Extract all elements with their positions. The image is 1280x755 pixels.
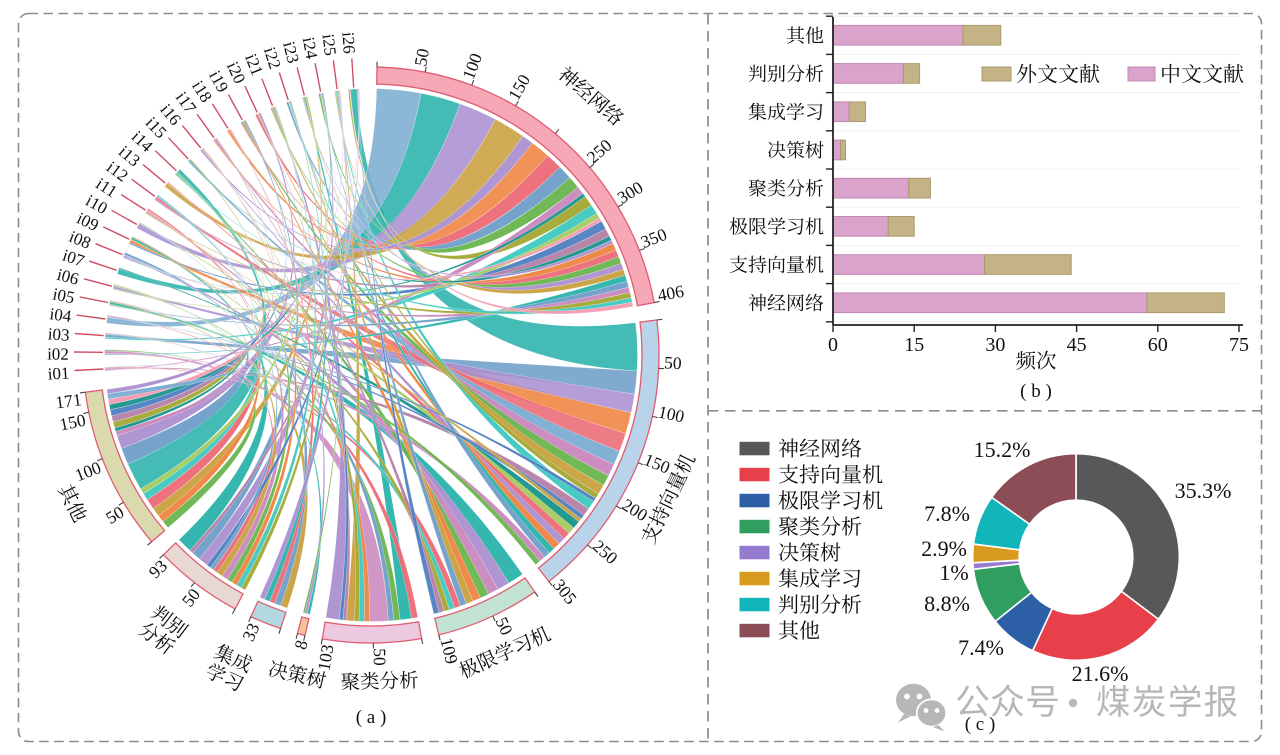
svg-text:i23: i23 <box>279 40 303 66</box>
svg-text:i06: i06 <box>55 265 81 289</box>
svg-text:( a ): ( a ) <box>356 707 387 728</box>
svg-text:i05: i05 <box>51 284 76 307</box>
svg-text:i02: i02 <box>47 344 69 363</box>
svg-text:0: 0 <box>828 334 838 356</box>
svg-text:7.4%: 7.4% <box>958 635 1004 660</box>
svg-text:171: 171 <box>54 389 83 412</box>
svg-text:15.2%: 15.2% <box>974 437 1031 462</box>
svg-text:30: 30 <box>985 334 1005 356</box>
svg-text:i24: i24 <box>299 36 322 61</box>
svg-text:50: 50 <box>664 352 683 373</box>
svg-text:21.6%: 21.6% <box>1072 661 1129 686</box>
svg-text:50: 50 <box>370 648 390 666</box>
svg-text:( c ): ( c ) <box>965 714 996 735</box>
svg-text:i04: i04 <box>48 304 73 326</box>
svg-text:8.8%: 8.8% <box>924 591 970 616</box>
svg-text:i25: i25 <box>318 33 340 57</box>
svg-text:45: 45 <box>1067 334 1087 356</box>
svg-text:15: 15 <box>904 334 924 356</box>
svg-text:406: 406 <box>656 281 686 305</box>
svg-text:i26: i26 <box>338 31 358 54</box>
svg-text:( b ): ( b ) <box>1020 381 1052 402</box>
svg-text:103: 103 <box>313 643 337 672</box>
svg-text:75: 75 <box>1229 334 1249 356</box>
svg-text:i03: i03 <box>47 324 70 345</box>
svg-text:7.8%: 7.8% <box>924 501 970 526</box>
svg-text:50: 50 <box>410 47 433 68</box>
svg-text:60: 60 <box>1148 334 1168 356</box>
svg-text:1%: 1% <box>939 560 968 585</box>
svg-text:2.9%: 2.9% <box>921 536 967 561</box>
svg-text:35.3%: 35.3% <box>1175 478 1232 503</box>
svg-text:i01: i01 <box>47 364 70 384</box>
